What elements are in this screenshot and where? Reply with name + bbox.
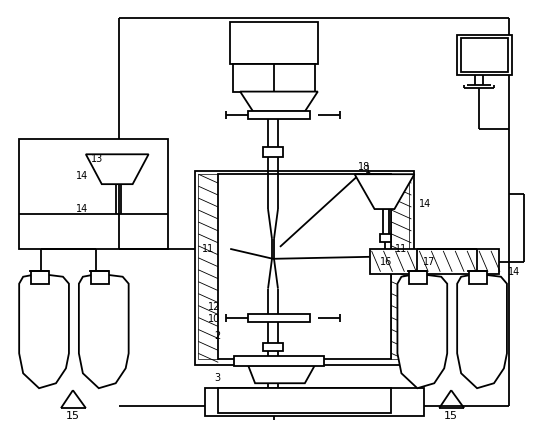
Text: 1: 1: [365, 165, 371, 175]
Bar: [248, 111, 310, 119]
Polygon shape: [240, 92, 318, 111]
Text: 18: 18: [358, 162, 370, 172]
Text: 2: 2: [214, 331, 220, 341]
Bar: [31, 271, 49, 284]
Text: 14: 14: [420, 199, 432, 209]
Text: 15: 15: [444, 411, 458, 421]
Polygon shape: [398, 274, 447, 388]
Polygon shape: [248, 365, 315, 383]
Bar: [230, 22, 318, 64]
Text: 3: 3: [214, 373, 220, 383]
Bar: [244, 396, 316, 414]
Bar: [234, 356, 324, 366]
Bar: [218, 174, 392, 360]
Bar: [409, 271, 427, 284]
Bar: [199, 174, 218, 360]
Bar: [469, 271, 487, 284]
Bar: [205, 388, 424, 416]
Bar: [370, 249, 499, 274]
Text: 11: 11: [395, 244, 408, 254]
Bar: [461, 38, 508, 72]
Text: 10: 10: [208, 314, 220, 324]
Text: 11: 11: [202, 244, 214, 254]
Bar: [91, 271, 109, 284]
Bar: [380, 234, 392, 242]
Polygon shape: [79, 274, 129, 388]
Bar: [218, 388, 392, 413]
Text: 16: 16: [380, 257, 392, 267]
Bar: [248, 314, 310, 322]
Text: 15: 15: [66, 411, 80, 421]
Bar: [263, 344, 283, 352]
Text: 14: 14: [76, 171, 88, 181]
Bar: [195, 171, 415, 365]
Polygon shape: [354, 174, 415, 209]
Text: 12: 12: [208, 302, 220, 311]
Bar: [457, 35, 512, 75]
Polygon shape: [457, 274, 507, 388]
Text: 17: 17: [423, 257, 435, 267]
Polygon shape: [86, 154, 149, 184]
Polygon shape: [19, 274, 69, 388]
Text: 13: 13: [91, 154, 103, 164]
Text: 14: 14: [76, 204, 88, 214]
Bar: [233, 64, 315, 92]
Bar: [19, 139, 168, 249]
Bar: [263, 147, 283, 157]
Text: 14: 14: [508, 267, 520, 277]
Bar: [392, 174, 409, 360]
